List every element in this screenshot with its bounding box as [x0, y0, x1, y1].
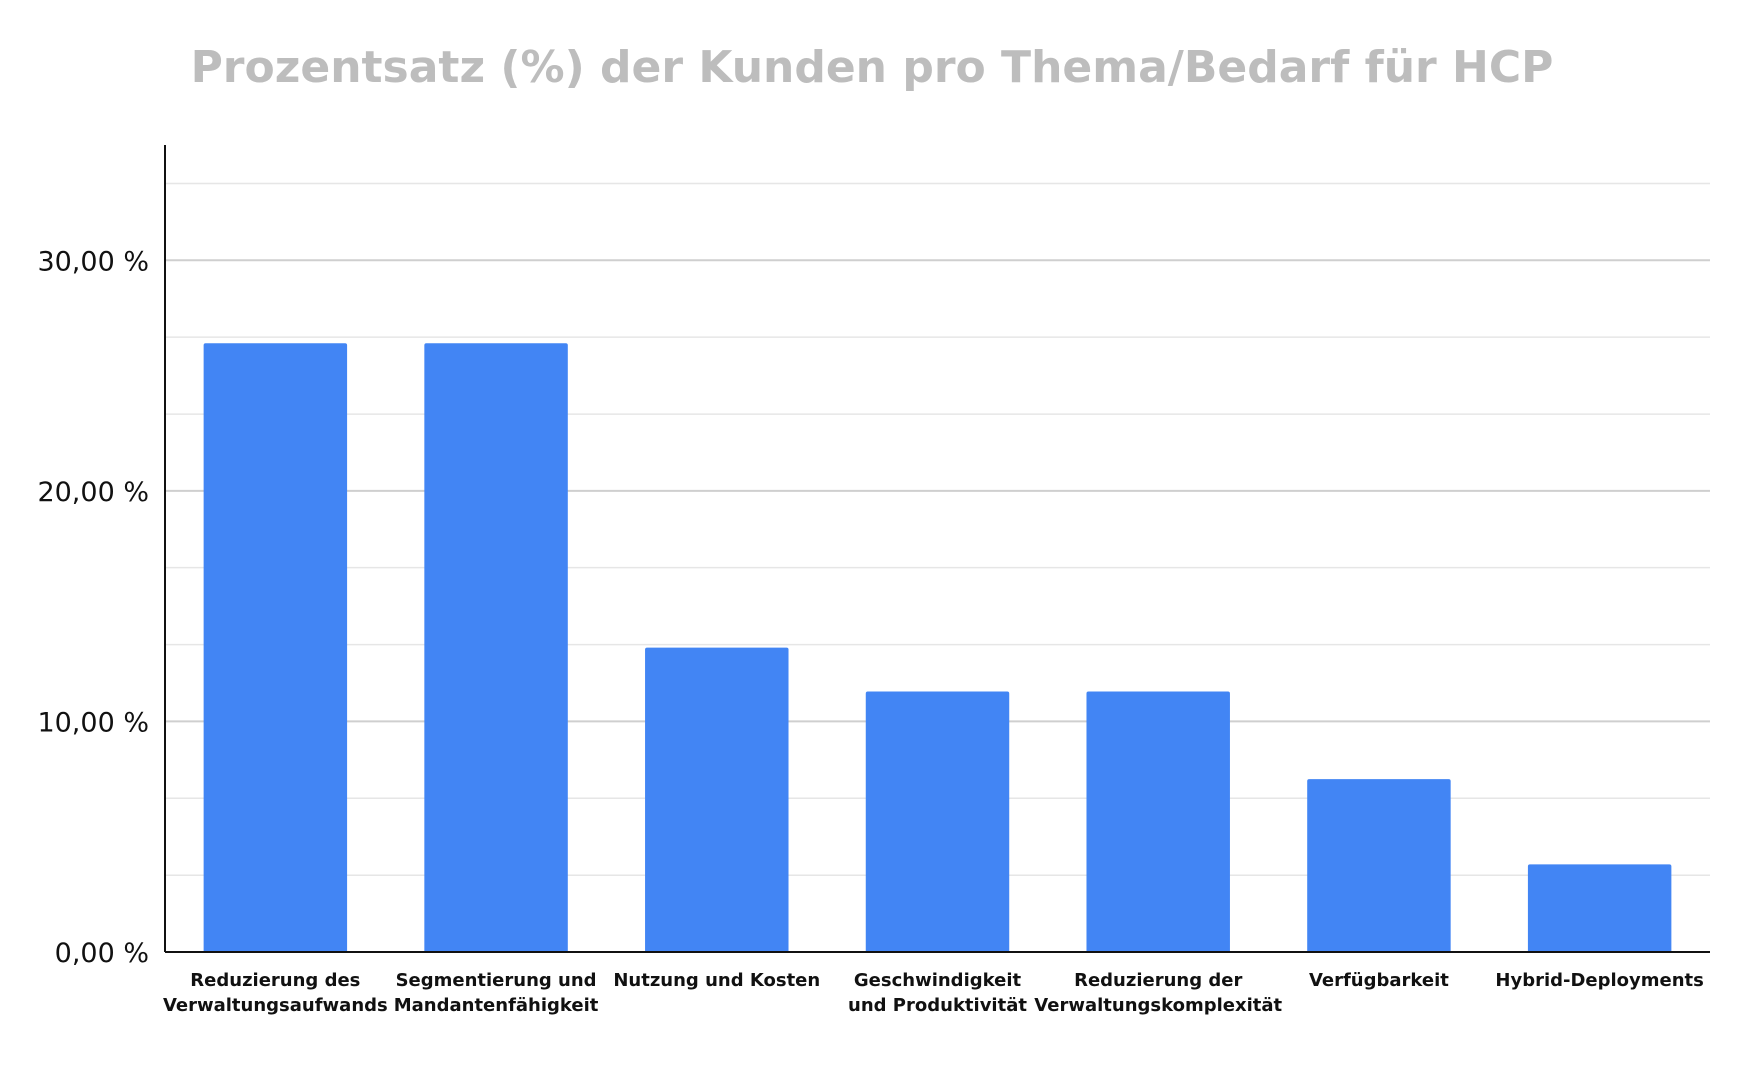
x-tick-label: Segmentierung und Mandantenfähigkeit	[394, 970, 599, 1016]
x-tick-label: Reduzierung des Verwaltungsaufwands	[163, 970, 388, 1016]
x-tick-label: Hybrid-Deployments	[1495, 970, 1704, 991]
x-tick-label: Verfügbarkeit	[1309, 970, 1449, 991]
x-tick-label: Nutzung und Kosten	[613, 970, 820, 991]
chart-title: Prozentsatz (%) der Kunden pro Thema/Bed…	[190, 42, 1554, 93]
y-tick-label: 20,00 %	[37, 477, 149, 508]
y-tick-label: 10,00 %	[37, 707, 149, 738]
bar	[1086, 691, 1230, 952]
bar	[203, 343, 348, 952]
bar	[1527, 864, 1672, 952]
bar	[865, 691, 1010, 952]
x-tick-label: Reduzierung der Verwaltungskomplexität	[1034, 970, 1282, 1016]
x-tick-label: Geschwindigkeit und Produktivität	[848, 970, 1027, 1016]
y-tick-label: 0,00 %	[55, 938, 149, 969]
y-tick-label: 30,00 %	[37, 246, 149, 277]
bar	[645, 647, 789, 952]
bar	[1307, 779, 1451, 952]
bar	[424, 343, 568, 952]
